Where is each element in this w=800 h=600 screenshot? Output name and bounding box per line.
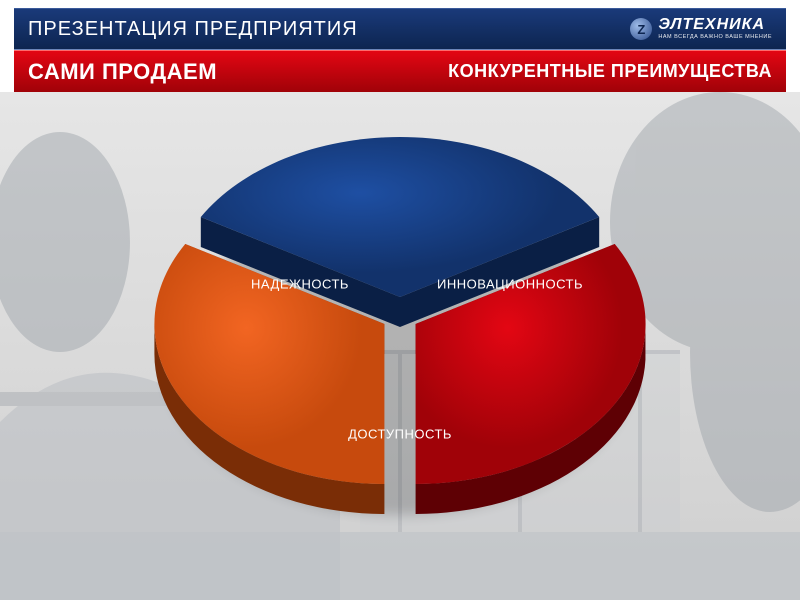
- logo-mark-icon: Z: [630, 18, 652, 40]
- company-logo: Z ЭЛТЕХНИКА НАМ ВСЕГДА ВАЖНО ВАШЕ МНЕНИЕ: [630, 17, 772, 41]
- page-title: ПРЕЗЕНТАЦИЯ ПРЕДПРИЯТИЯ: [28, 18, 358, 41]
- subheader-right: КОНКУРЕНТНЫЕ ПРЕИМУЩЕСТВА: [448, 61, 772, 82]
- subheader-left: САМИ ПРОДАЕМ: [28, 59, 217, 85]
- logo-name: ЭЛТЕХНИКА: [658, 17, 772, 33]
- body-area: НАДЕЖНОСТЬ ИННОВАЦИОННОСТЬ ДОСТУПНОСТЬ: [0, 92, 800, 600]
- pie-slice-label: ДОСТУПНОСТЬ: [348, 426, 452, 441]
- pie-slice-label: ИННОВАЦИОННОСТЬ: [437, 276, 583, 291]
- header-bar: ПРЕЗЕНТАЦИЯ ПРЕДПРИЯТИЯ Z ЭЛТЕХНИКА НАМ …: [14, 8, 786, 50]
- pie-slice-label: НАДЕЖНОСТЬ: [251, 276, 349, 291]
- pie-chart: НАДЕЖНОСТЬ ИННОВАЦИОННОСТЬ ДОСТУПНОСТЬ: [140, 125, 660, 550]
- subheader-bar: САМИ ПРОДАЕМ КОНКУРЕНТНЫЕ ПРЕИМУЩЕСТВА: [14, 50, 786, 92]
- logo-tagline: НАМ ВСЕГДА ВАЖНО ВАШЕ МНЕНИЕ: [658, 35, 772, 41]
